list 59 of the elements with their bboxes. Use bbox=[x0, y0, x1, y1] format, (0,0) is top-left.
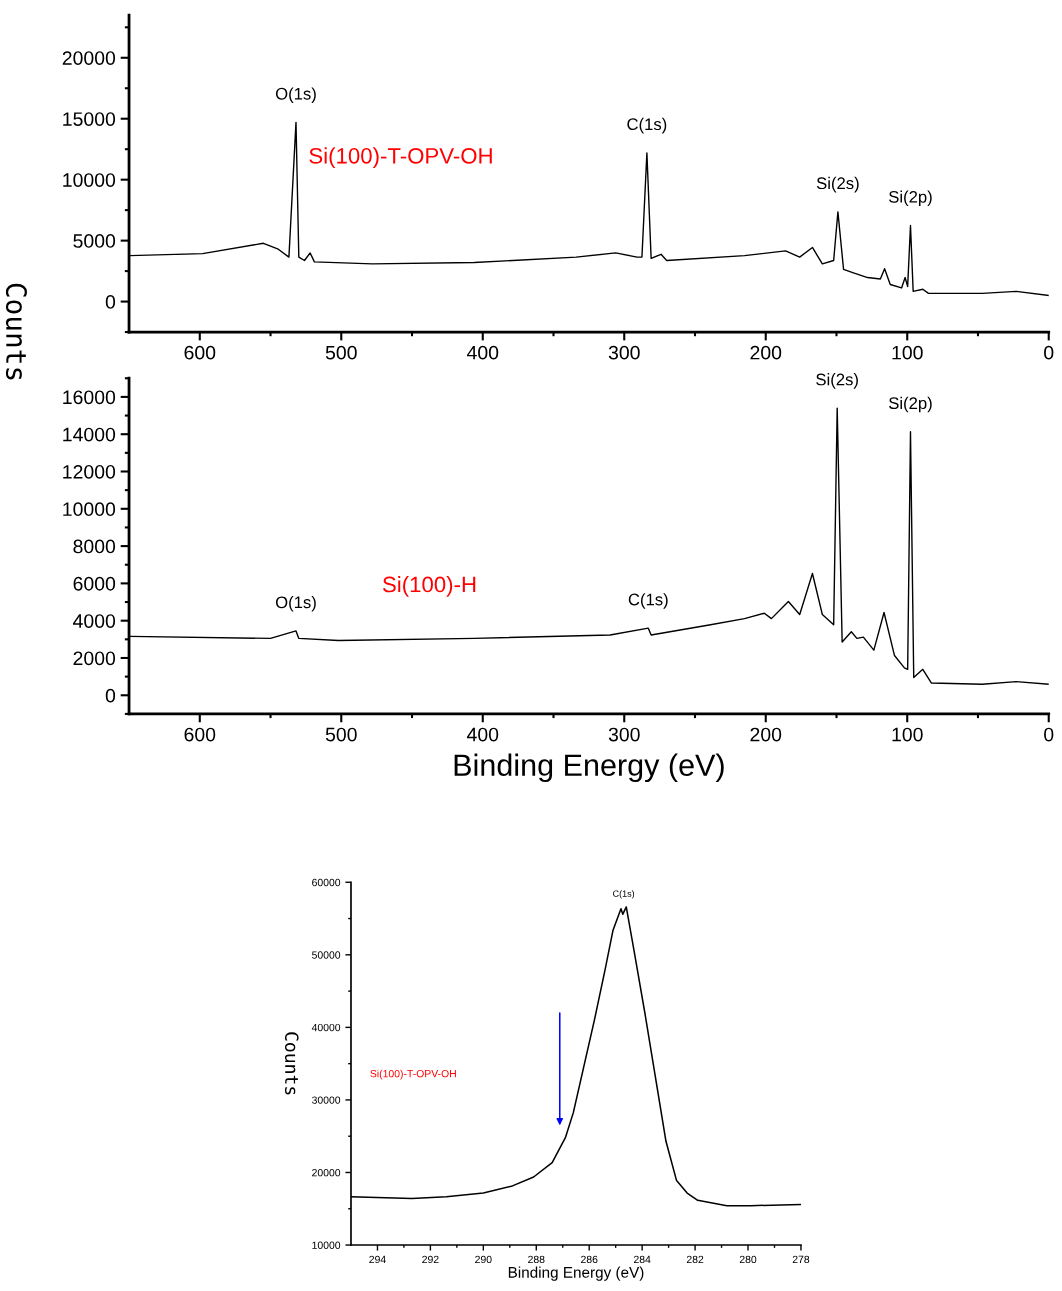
x-tick-label: 600 bbox=[184, 345, 216, 360]
y-tick-label: 15000 bbox=[63, 112, 116, 126]
x-tick-label: 400 bbox=[466, 727, 499, 742]
y-tick-label: 16000 bbox=[63, 390, 116, 405]
x-tick-label: 292 bbox=[422, 1255, 439, 1264]
x-tick-label: 300 bbox=[608, 345, 640, 360]
y-tick-label: 8000 bbox=[73, 539, 116, 554]
x-tick-label: 400 bbox=[466, 345, 499, 360]
x-tick-label: 284 bbox=[633, 1255, 651, 1264]
y-tick-label: 10000 bbox=[63, 173, 116, 187]
y-axis-title: Counts bbox=[5, 283, 27, 380]
x-tick-label: 278 bbox=[792, 1255, 810, 1264]
y-tick-label: 0 bbox=[105, 688, 116, 703]
x-tick-label: 290 bbox=[475, 1255, 492, 1264]
y-tick-label: 4000 bbox=[73, 614, 116, 628]
annotation: O(1s) bbox=[275, 87, 316, 103]
annotation: Si(100)-T-OPV-OH bbox=[370, 1069, 456, 1080]
y-tick-label: 60000 bbox=[312, 878, 341, 887]
annotation: C(1s) bbox=[613, 890, 635, 899]
y-tick-label: 0 bbox=[105, 295, 116, 309]
y-tick-label: 10000 bbox=[63, 502, 116, 517]
x-tick-label: 300 bbox=[608, 727, 640, 742]
annotation: Si(100)-T-OPV-OH bbox=[309, 147, 492, 169]
y-axis-title: Counts bbox=[284, 1032, 299, 1095]
annotation: C(1s) bbox=[628, 593, 668, 609]
y-tick-label: 30000 bbox=[312, 1096, 341, 1104]
x-tick-label: 500 bbox=[325, 345, 357, 360]
x-tick-label: 200 bbox=[750, 345, 782, 360]
x-axis-title: Binding Energy (eV) bbox=[454, 753, 724, 783]
annotation: Si(2p) bbox=[889, 190, 932, 207]
y-tick-label: 12000 bbox=[63, 464, 116, 479]
x-tick-label: 288 bbox=[528, 1255, 545, 1264]
x-tick-label: 600 bbox=[184, 727, 216, 742]
annotation: O(1s) bbox=[275, 595, 316, 612]
x-tick-label: 282 bbox=[686, 1255, 704, 1264]
y-tick-label: 50000 bbox=[312, 951, 341, 959]
y-tick-label: 20000 bbox=[62, 51, 116, 66]
annotation: Si(2s) bbox=[816, 373, 858, 389]
x-tick-label: 0 bbox=[1044, 345, 1054, 360]
x-tick-label: 286 bbox=[581, 1255, 598, 1264]
annotation: Si(2s) bbox=[816, 176, 859, 193]
y-tick-label: 20000 bbox=[312, 1168, 341, 1177]
annotation: Si(2p) bbox=[889, 396, 932, 413]
x-tick-label: 200 bbox=[750, 727, 782, 742]
y-tick-label: 14000 bbox=[63, 427, 116, 442]
y-tick-label: 10000 bbox=[312, 1241, 341, 1249]
annotation: C(1s) bbox=[627, 117, 667, 134]
x-axis-title: Binding Energy (eV) bbox=[508, 1266, 644, 1281]
x-tick-label: 0 bbox=[1044, 727, 1054, 742]
y-tick-label: 5000 bbox=[73, 234, 116, 248]
annotation: Si(100)-H bbox=[382, 576, 476, 597]
y-tick-label: 6000 bbox=[73, 576, 116, 591]
x-tick-label: 294 bbox=[369, 1255, 386, 1264]
x-tick-label: 100 bbox=[892, 345, 923, 360]
x-tick-label: 500 bbox=[325, 727, 357, 742]
y-tick-label: 2000 bbox=[73, 651, 116, 666]
y-tick-label: 40000 bbox=[311, 1023, 341, 1032]
x-tick-label: 280 bbox=[739, 1255, 757, 1264]
x-tick-label: 100 bbox=[892, 727, 923, 742]
